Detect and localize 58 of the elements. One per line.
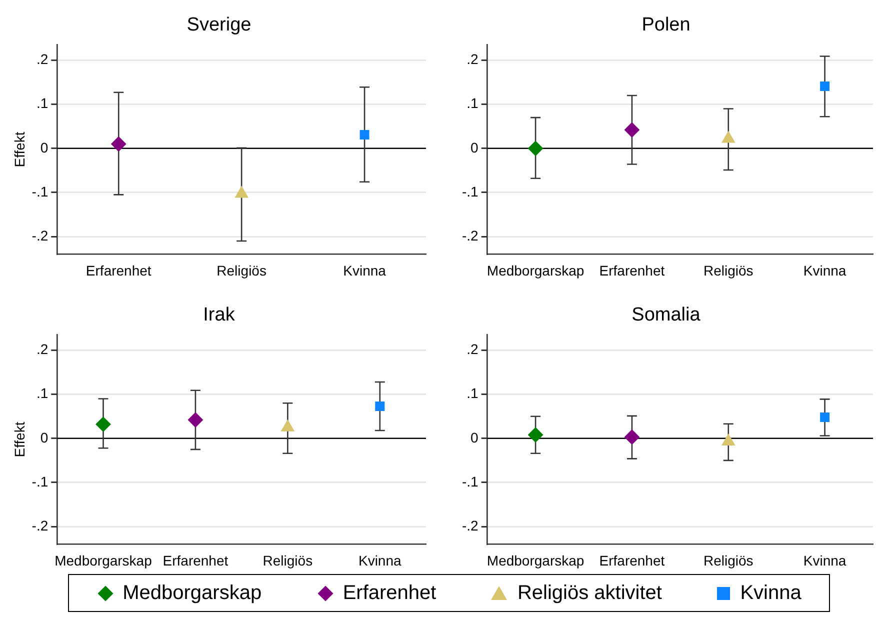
y-axis-title: Effekt (11, 422, 28, 458)
y-tick-label: 0 (470, 429, 479, 446)
y-tick-label: .1 (36, 95, 48, 112)
point (111, 136, 126, 152)
y-tick-label: -.2 (462, 227, 479, 244)
y-tick-label: -.1 (32, 183, 48, 200)
point (528, 427, 544, 442)
x-tick-label: Erfarenhet (86, 262, 152, 278)
y-tick-label: -.2 (32, 227, 48, 244)
x-tick-label: Medborgarskap (486, 262, 584, 278)
y-tick-label: .2 (36, 341, 48, 358)
y-axis-title: Effekt (11, 132, 28, 168)
point (820, 81, 830, 91)
x-tick-label: Religiös (216, 262, 266, 278)
point (188, 412, 203, 428)
legend-label: Kvinna (740, 582, 802, 604)
point (375, 401, 385, 411)
x-tick-label: Religiös (262, 552, 313, 568)
point (624, 122, 640, 138)
y-tick-label: .2 (466, 51, 479, 68)
point (96, 416, 111, 432)
y-tick-label: 0 (40, 429, 48, 446)
chart-title: Sverige (186, 14, 252, 36)
y-tick-label: .1 (466, 385, 479, 402)
y-tick-label: 0 (470, 139, 479, 156)
point (235, 186, 248, 198)
y-tick-label: -.1 (462, 183, 479, 200)
x-tick-label: Erfarenhet (162, 552, 228, 568)
point (722, 131, 735, 143)
x-tick-label: Religiös (703, 262, 754, 278)
point (360, 130, 370, 140)
point (624, 430, 640, 445)
x-tick-label: Erfarenhet (599, 552, 665, 568)
y-tick-label: .2 (466, 341, 479, 358)
point (820, 412, 830, 422)
y-tick-label: -.1 (32, 473, 48, 490)
chart-title: Somalia (632, 304, 701, 326)
x-tick-label: Kvinna (803, 262, 846, 278)
x-tick-label: Medborgarskap (486, 552, 584, 568)
chart-title: Polen (642, 14, 690, 36)
x-tick-label: Erfarenhet (599, 262, 665, 278)
y-tick-label: -.2 (32, 517, 48, 534)
legend-label: Religiös aktivitet (517, 582, 662, 604)
legend-label: Erfarenhet (342, 582, 436, 604)
y-tick-label: .2 (36, 51, 48, 68)
y-tick-label: -.2 (462, 517, 479, 534)
y-tick-label: .1 (36, 385, 48, 402)
y-tick-label: 0 (40, 139, 48, 156)
legend-label: Medborgarskap (122, 582, 262, 604)
x-tick-label: Kvinna (358, 552, 402, 568)
x-tick-label: Medborgarskap (54, 552, 152, 568)
x-tick-label: Kvinna (803, 552, 846, 568)
point (528, 140, 544, 156)
x-tick-label: Kvinna (343, 262, 386, 278)
x-tick-label: Religiös (703, 552, 754, 568)
chart-title: Irak (203, 304, 236, 326)
y-tick-label: .1 (466, 95, 479, 112)
y-tick-label: -.1 (462, 473, 479, 490)
